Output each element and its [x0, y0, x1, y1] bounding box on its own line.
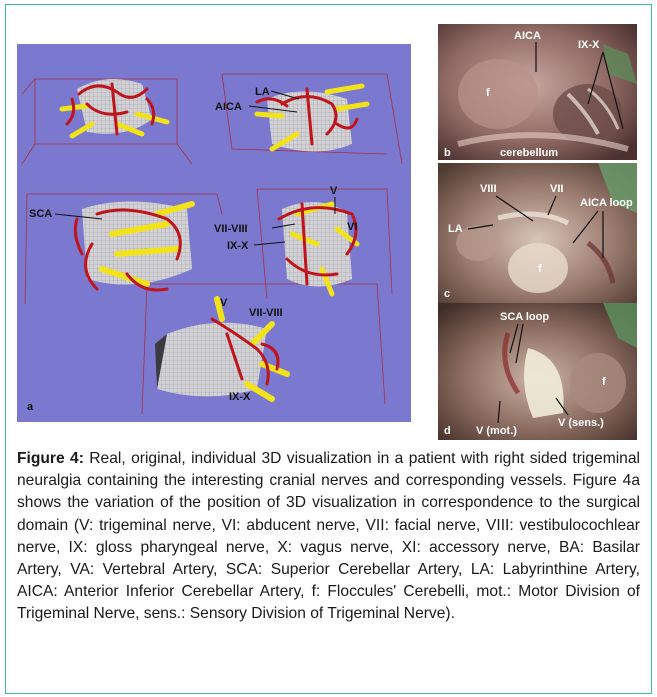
label-v-sens: V (sens.)	[558, 417, 604, 429]
label-la-c: LA	[448, 223, 463, 235]
label-v-mot: V (mot.)	[476, 425, 517, 437]
label-v: V	[330, 185, 338, 197]
label-f-b: f	[486, 87, 490, 99]
label-vii: VII	[550, 183, 563, 195]
label-vii-viii: VII-VIII	[214, 223, 248, 235]
panel-a-graphic: LA AICA SCA	[21, 73, 403, 415]
label-ix-x-bottom: IX-X	[229, 391, 251, 403]
label-aica-b: AICA	[514, 30, 541, 42]
panel-b-letter: b	[444, 147, 451, 159]
label-sca-loop: SCA loop	[500, 311, 549, 323]
label-ix-x-b: IX-X	[578, 39, 600, 51]
label-v-bottom: V	[220, 297, 228, 309]
panel-a-letter: a	[27, 401, 34, 413]
caption-text: Real, original, individual 3D visualizat…	[17, 450, 640, 623]
panel-d-letter: d	[444, 425, 451, 437]
label-vii-viii-bottom: VII-VIII	[249, 307, 283, 319]
panel-c-letter: c	[444, 288, 450, 300]
label-viii: VIII	[480, 183, 497, 195]
label-sca: SCA	[29, 208, 52, 220]
label-la: LA	[255, 86, 270, 98]
label-ix-x: IX-X	[227, 240, 249, 252]
panel-d-photo: SCA loop f V (mot.) V (sens.) d	[438, 303, 637, 440]
label-aica: AICA	[215, 101, 242, 113]
label-f-c: f	[538, 263, 542, 275]
panel-b-photo: AICA IX-X f cerebellum b	[438, 24, 637, 160]
label-vi: VI	[347, 221, 357, 233]
model-5: V VII-VIII IX-X	[155, 296, 290, 403]
figure-caption: Figure 4: Real, original, individual 3D …	[17, 448, 640, 626]
model-2: LA AICA	[215, 83, 370, 152]
label-aica-loop: AICA loop	[580, 197, 633, 209]
model-4: V VII-VIII VI IX-X	[214, 185, 360, 297]
panel-a-3d-visualization: LA AICA SCA	[17, 44, 411, 422]
label-f-d: f	[602, 376, 606, 388]
model-3: SCA	[29, 201, 195, 292]
model-1	[59, 79, 170, 139]
figure-label: Figure 4:	[17, 450, 84, 467]
panel-c-photo: VIII VII AICA loop LA f c	[438, 163, 637, 303]
label-cerebellum: cerebellum	[500, 147, 558, 159]
